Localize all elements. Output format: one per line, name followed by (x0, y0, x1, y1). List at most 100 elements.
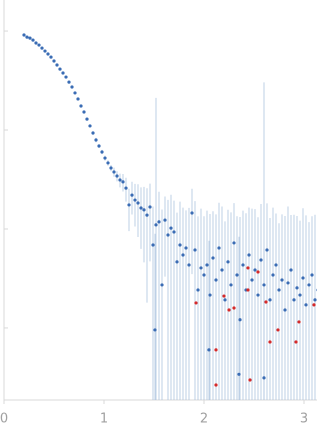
plot-area (22, 33, 317, 400)
data-point (238, 318, 242, 322)
data-point (241, 263, 245, 267)
data-point (52, 59, 56, 63)
data-point (227, 308, 231, 312)
data-point (160, 283, 164, 287)
data-point (295, 286, 299, 290)
data-point (196, 288, 200, 292)
data-point (223, 298, 227, 302)
data-point (193, 248, 197, 252)
data-point (94, 138, 98, 142)
data-point (139, 206, 143, 210)
data-point (40, 46, 44, 50)
data-point (103, 156, 107, 160)
data-point (297, 320, 301, 324)
data-point (229, 283, 233, 287)
data-point (153, 328, 157, 332)
data-point (276, 328, 280, 332)
data-point (73, 91, 77, 95)
data-point (265, 248, 269, 252)
data-point (292, 298, 296, 302)
data-point (286, 281, 290, 285)
data-point (124, 186, 128, 190)
data-point (181, 253, 185, 257)
data-point (246, 266, 250, 270)
data-point (163, 218, 167, 222)
data-point (262, 376, 266, 380)
data-point (253, 268, 257, 272)
data-point (157, 220, 161, 224)
data-point (222, 294, 226, 298)
data-point (316, 288, 317, 292)
data-point (304, 303, 308, 307)
data-point (70, 85, 74, 89)
x-tick-label: 2 (200, 412, 208, 427)
data-point (100, 150, 104, 154)
data-point (145, 213, 149, 217)
data-point (211, 256, 215, 260)
data-point (313, 298, 317, 302)
data-point (22, 33, 26, 37)
data-point (37, 43, 41, 47)
data-point (280, 278, 284, 282)
data-point (214, 383, 218, 387)
data-point (232, 241, 236, 245)
data-point (312, 303, 316, 307)
data-point (207, 348, 211, 352)
data-point (79, 104, 83, 108)
data-point (148, 205, 152, 209)
data-point (61, 71, 65, 75)
data-point (169, 226, 173, 230)
data-point (136, 201, 140, 205)
data-point (268, 298, 272, 302)
data-point (91, 131, 95, 135)
data-point (85, 117, 89, 121)
data-point (142, 208, 146, 212)
data-point (264, 300, 268, 304)
data-point (250, 278, 254, 282)
data-point (64, 75, 68, 79)
data-point (217, 246, 221, 250)
data-point (294, 340, 298, 344)
data-point (43, 49, 47, 53)
data-point (271, 273, 275, 277)
data-point (277, 288, 281, 292)
data-point (133, 198, 137, 202)
data-point (220, 268, 224, 272)
data-point (283, 308, 287, 312)
data-point (97, 144, 101, 148)
data-point (115, 174, 119, 178)
data-point (190, 211, 194, 215)
data-point (28, 36, 32, 40)
data-point (262, 283, 266, 287)
data-point (67, 80, 71, 84)
data-point (25, 35, 29, 39)
data-point (118, 178, 122, 182)
data-point (109, 166, 113, 170)
data-point (106, 161, 110, 165)
data-point (34, 41, 38, 45)
data-point (154, 223, 158, 227)
data-point (226, 260, 230, 264)
data-point (268, 340, 272, 344)
data-point (178, 243, 182, 247)
data-point (208, 293, 212, 297)
data-point (172, 230, 176, 234)
data-point (46, 52, 50, 56)
data-point (175, 260, 179, 264)
data-point (112, 170, 116, 174)
data-point (237, 372, 241, 376)
data-point (130, 193, 134, 197)
data-point (256, 270, 260, 274)
data-point (127, 203, 131, 207)
data-point (307, 283, 311, 287)
data-point (184, 246, 188, 250)
data-point (121, 180, 125, 184)
x-tick-label: 0 (0, 412, 8, 427)
data-point (256, 293, 260, 297)
data-point (289, 268, 293, 272)
data-point (214, 278, 218, 282)
data-point (55, 63, 59, 67)
data-point (214, 348, 218, 352)
data-point (202, 273, 206, 277)
